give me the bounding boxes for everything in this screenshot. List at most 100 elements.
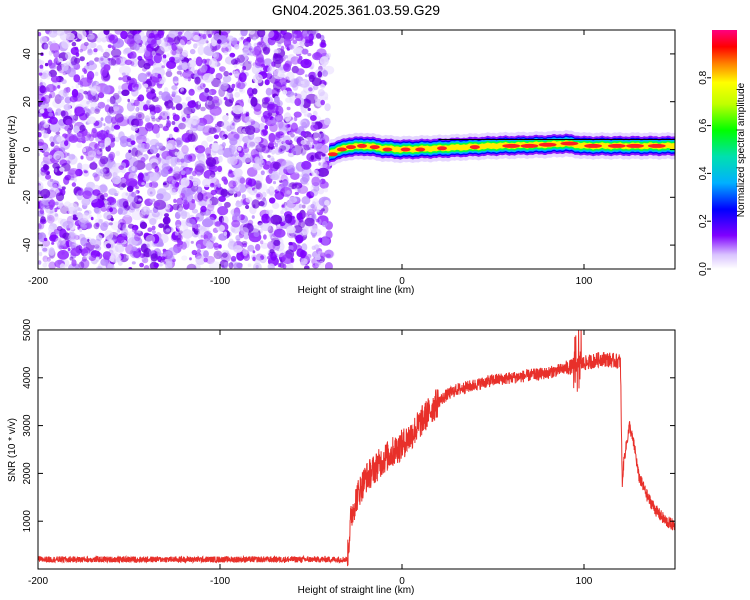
noise-blob [243,143,248,147]
noise-blob [237,146,242,151]
noise-blob [189,48,196,55]
noise-blob [279,145,287,152]
noise-blob [199,82,206,90]
noise-blob [255,183,268,193]
noise-blob [145,182,151,188]
noise-blob [264,30,275,39]
noise-blob [100,142,105,149]
noise-blob [282,63,290,71]
noise-blob [252,46,262,56]
noise-blob [270,116,282,126]
noise-blob [42,262,48,268]
noise-blob [259,50,263,55]
noise-blob [175,103,183,111]
noise-blob [109,166,119,177]
colorbar-tick-label: 0.4 [698,166,709,180]
noise-blob [221,142,226,148]
noise-blob [108,151,116,160]
noise-blob [110,217,114,222]
noise-blob [313,140,319,145]
y-tick-label: 40 [22,48,33,60]
noise-blob [272,181,277,185]
noise-blob [254,174,264,184]
noise-blob [77,207,83,212]
noise-blob [208,127,217,134]
noise-blob [276,48,281,54]
noise-blob [197,200,204,206]
noise-blob [82,148,87,153]
noise-blob [144,142,150,150]
noise-blob [318,260,325,269]
noise-blob [202,218,214,228]
noise-blob [121,228,129,237]
noise-blob [135,83,139,88]
noise-blob [94,244,100,249]
noise-blob [242,60,252,71]
noise-blob [99,102,106,108]
spectrogram-y-label: Frequency (Hz) [7,116,18,185]
noise-blob [181,186,192,197]
noise-blob [190,240,194,244]
noise-blob [43,237,48,242]
noise-blob [251,88,258,95]
noise-blob [165,260,173,269]
noise-blob [83,252,92,259]
noise-blob [314,98,323,107]
noise-blob [186,32,194,39]
noise-blob [141,182,145,186]
noise-blob [96,266,103,269]
y-tick-label: 1000 [22,510,33,533]
noise-blob [310,203,315,209]
noise-blob [233,168,243,178]
noise-blob [71,182,77,187]
band-hotspot [502,143,521,148]
noise-blob [63,103,71,111]
band-hotspot [346,145,356,150]
snr-series-line [38,330,675,567]
noise-blob [321,153,326,157]
noise-blob [58,57,63,63]
noise-blob [200,205,207,213]
noise-blob [197,230,204,240]
noise-blob [114,136,120,143]
spectrogram-panel: -200 -100 0 100 40 20 0 -20 -40 Height of strai… [7,29,676,296]
noise-blob [321,235,330,246]
noise-blob [196,186,203,194]
noise-blob [38,85,47,96]
noise-blob [162,180,170,188]
noise-blob [294,191,299,196]
noise-blob [168,133,173,139]
noise-blob [68,153,76,160]
noise-blob [247,121,251,126]
noise-blob [322,70,328,77]
noise-blob [291,215,296,220]
noise-blob [56,64,62,72]
noise-blob [38,251,43,257]
noise-blob [206,203,215,212]
noise-blob [108,34,119,44]
noise-blob [150,115,156,120]
noise-blob [158,223,165,229]
noise-blob [43,151,50,157]
noise-blob [68,135,79,143]
noise-blob [104,137,111,146]
noise-blob [320,42,327,48]
noise-blob [56,199,64,209]
noise-blob [324,96,329,101]
noise-blob [253,108,262,116]
noise-blob [288,44,295,50]
noise-blob [195,56,203,67]
noise-blob [162,54,167,59]
noise-blob [52,98,65,109]
noise-blob [210,189,217,196]
noise-blob [45,174,52,180]
noise-blob [286,263,294,269]
noise-blob [218,202,223,207]
noise-blob [123,115,129,120]
noise-blob [222,147,235,158]
noise-blob [180,158,185,163]
noise-blob [52,182,59,189]
noise-blob [87,116,97,124]
noise-blob [286,71,295,81]
noise-blob [139,262,145,268]
